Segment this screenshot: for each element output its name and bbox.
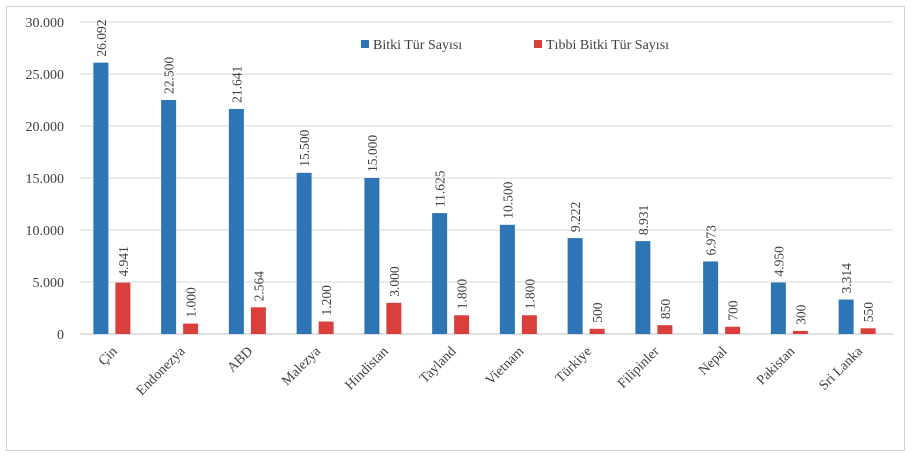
legend-label-bitki: Bitki Tür Sayısı <box>373 38 462 53</box>
x-category-label: Türkiye <box>553 344 595 386</box>
legend-label-tibbi: Tıbbi Bitki Tür Sayısı <box>546 38 669 53</box>
data-label-tibbi: 1.800 <box>522 279 537 310</box>
bar-tibbi <box>860 328 876 334</box>
chart-frame <box>6 6 905 451</box>
bar-tibbi <box>657 325 673 334</box>
bar-bitki <box>161 100 177 334</box>
bar-bitki <box>770 282 786 334</box>
data-label-tibbi: 300 <box>793 304 808 325</box>
data-label-bitki: 15.000 <box>365 135 380 172</box>
x-category-label: Nepal <box>696 344 730 378</box>
x-category-label: Hindistan <box>343 344 392 393</box>
data-label-tibbi: 550 <box>861 302 876 323</box>
bar-bitki <box>228 108 244 335</box>
bar-tibbi <box>725 326 741 334</box>
x-category-label: Pakistan <box>754 344 798 388</box>
data-label-bitki: 4.950 <box>771 246 786 277</box>
bar-tibbi <box>386 302 402 334</box>
bar-tibbi <box>521 315 537 334</box>
data-label-bitki: 10.500 <box>500 181 515 218</box>
x-category-label: Endonezya <box>134 344 189 399</box>
y-tick-label: 25.000 <box>26 68 65 83</box>
y-tick-label: 0 <box>57 328 64 343</box>
x-axis-categories: Çin Endonezya ABD Malezya Hindistan Tayland Vi… <box>96 344 867 399</box>
gridlines <box>80 21 893 283</box>
data-label-bitki: 11.625 <box>433 170 448 207</box>
data-label-bitki: 15.500 <box>297 129 312 166</box>
data-label-bitki: 26.092 <box>94 20 109 57</box>
x-category-label: ABD <box>225 344 257 376</box>
bar-tibbi <box>318 321 334 334</box>
bars <box>93 62 876 335</box>
bar-bitki <box>296 172 312 334</box>
bar-tibbi <box>454 315 470 334</box>
data-label-tibbi: 500 <box>590 302 605 323</box>
data-label-bitki: 8.931 <box>636 205 651 235</box>
bar-bitki <box>838 299 854 334</box>
x-category-label: Çin <box>96 344 121 369</box>
bar-bitki <box>499 224 515 334</box>
bar-bitki <box>635 241 651 334</box>
x-category-label: Filipinler <box>615 344 663 392</box>
data-label-tibbi: 850 <box>658 299 673 320</box>
bar-bitki <box>364 178 380 334</box>
data-label-tibbi: 3.000 <box>387 266 402 297</box>
y-axis-ticks: 0 5.000 10.000 15.000 20.000 25.000 30.000 <box>26 16 65 343</box>
bar-bitki <box>703 261 719 334</box>
data-label-tibbi: 4.941 <box>116 246 131 276</box>
bar-tibbi <box>589 328 605 334</box>
y-tick-label: 30.000 <box>26 16 65 31</box>
data-label-tibbi: 1.800 <box>455 279 470 310</box>
data-label-tibbi: 2.564 <box>251 271 266 302</box>
data-label-bitki: 6.973 <box>704 225 719 256</box>
y-tick-label: 10.000 <box>26 224 65 239</box>
legend: Bitki Tür Sayısı Tıbbi Bitki Tür Sayısı <box>361 38 669 53</box>
bar-tibbi <box>792 330 808 334</box>
data-label-bitki: 22.500 <box>162 57 177 94</box>
data-label-bitki: 9.222 <box>568 202 583 232</box>
legend-swatch-bitki <box>361 40 369 48</box>
data-label-bitki: 3.314 <box>839 263 854 294</box>
bar-bitki <box>93 62 109 335</box>
x-category-label: Malezya <box>279 344 324 389</box>
x-category-label: Tayland <box>417 344 459 386</box>
bar-tibbi <box>183 323 199 334</box>
x-category-label: Sri Lanka <box>817 344 867 394</box>
x-category-label: Vietnam <box>483 344 527 388</box>
y-tick-label: 20.000 <box>26 120 65 135</box>
y-tick-label: 5.000 <box>33 276 65 291</box>
bar-bitki <box>567 238 583 334</box>
bar-tibbi <box>115 282 131 334</box>
data-labels: 26.092 4.941 22.500 1.000 21.641 2.564 15.500 1… <box>94 20 876 325</box>
y-tick-label: 15.000 <box>26 172 65 187</box>
bar-tibbi <box>250 307 266 334</box>
legend-swatch-tibbi <box>534 40 542 48</box>
data-label-tibbi: 1.000 <box>184 287 199 318</box>
data-label-bitki: 21.641 <box>229 66 244 103</box>
bar-bitki <box>432 213 448 334</box>
data-label-tibbi: 1.200 <box>319 285 334 316</box>
data-label-tibbi: 700 <box>726 300 741 321</box>
